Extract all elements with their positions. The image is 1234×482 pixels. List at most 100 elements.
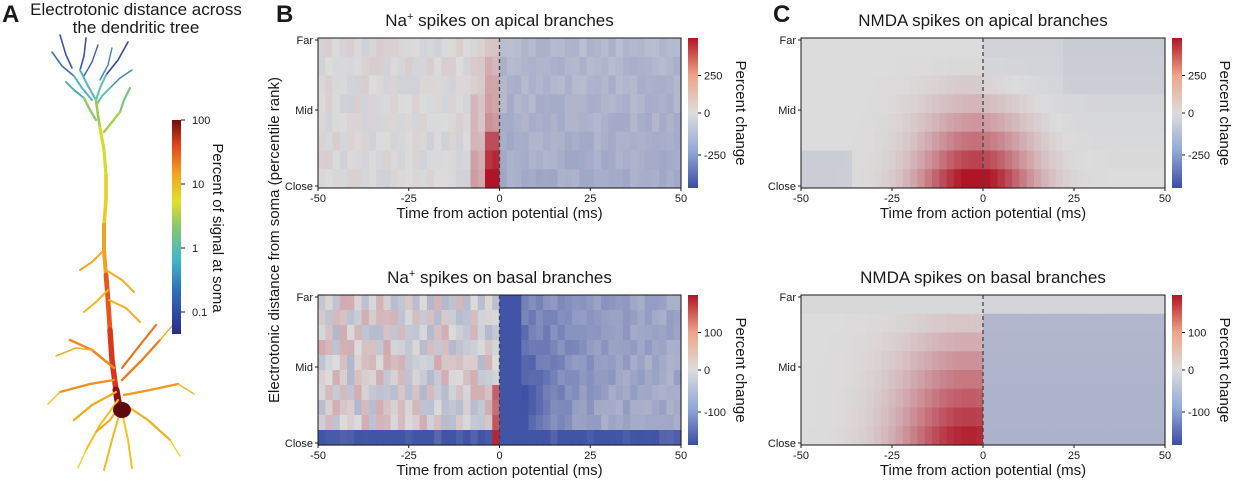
heatmap-cell <box>1026 150 1035 170</box>
heatmap-cell <box>1041 351 1050 371</box>
heatmap-cell <box>873 388 882 409</box>
heatmap-cell <box>390 415 399 431</box>
heatmap-cell <box>514 131 522 152</box>
x-tick-label: -25 <box>401 450 417 462</box>
heatmap-cell <box>390 131 399 152</box>
heatmap-cell <box>1157 131 1166 152</box>
heatmap-cell <box>946 332 955 352</box>
panel-a-colorbar <box>172 120 181 334</box>
heatmap-cell <box>1026 131 1035 152</box>
heatmap-cell <box>361 131 370 152</box>
heatmap-cell <box>463 385 472 401</box>
heatmap-cell <box>1099 388 1108 409</box>
heatmap-cell <box>1092 75 1101 95</box>
y-tick-label: Mid <box>295 362 313 374</box>
heatmap-cell <box>1070 38 1079 58</box>
heatmap-cell <box>354 295 363 311</box>
heatmap-cell <box>463 340 472 356</box>
heatmap-cell <box>543 385 551 401</box>
x-axis-label: Time from action potential (ms) <box>396 205 602 222</box>
heatmap-cell <box>572 355 580 371</box>
heatmap-cell <box>1048 75 1057 95</box>
heatmap-cell <box>506 94 515 114</box>
heatmap-cell <box>325 150 334 170</box>
heatmap-cell <box>881 426 889 446</box>
heatmap-cell <box>557 415 566 431</box>
x-tick-label: -25 <box>884 193 900 205</box>
heatmap-cell <box>397 430 406 446</box>
heatmap-cell <box>441 75 450 95</box>
x-tick-label: 25 <box>1068 193 1080 205</box>
panel-label-b: B <box>276 1 293 28</box>
heatmap-cell <box>448 340 457 356</box>
heatmap-cell <box>939 94 948 114</box>
colorbar-tick-label: -100 <box>704 407 726 419</box>
heatmap-cell <box>895 370 904 390</box>
heatmap-cell <box>383 370 392 386</box>
heatmap-cell <box>1114 150 1122 170</box>
heatmap-cell <box>881 295 889 315</box>
heatmap-cell <box>455 370 464 386</box>
heatmap-cell <box>397 370 406 386</box>
heatmap-cell <box>837 313 846 334</box>
heatmap-cell <box>830 426 838 446</box>
heatmap-cell <box>441 325 450 341</box>
heatmap-cell <box>339 310 348 326</box>
heatmap-cell <box>470 113 479 133</box>
heatmap-cell <box>535 400 544 416</box>
heatmap-cell <box>499 38 508 58</box>
heatmap-cell <box>601 310 609 326</box>
heatmap-cell <box>477 310 486 326</box>
heatmap-cell <box>615 113 624 133</box>
heatmap-cell <box>917 131 926 152</box>
heatmap-cell <box>859 388 868 409</box>
heatmap-cell <box>910 38 919 58</box>
heatmap-cell <box>1004 56 1013 77</box>
heatmap-cell <box>1077 407 1086 427</box>
heatmap-cell <box>1019 131 1028 152</box>
heatmap-cell <box>997 407 1006 427</box>
colorbar-tick-label: -100 <box>1188 407 1210 419</box>
heatmap-cell <box>455 38 464 58</box>
heatmap-cell <box>1070 351 1079 371</box>
heatmap-cell <box>673 415 682 431</box>
heatmap-cell <box>1106 351 1115 371</box>
heatmap-cell <box>1026 332 1035 352</box>
heatmap-cell <box>470 150 479 170</box>
heatmap-cell <box>1092 295 1101 315</box>
heatmap-cell <box>608 415 617 431</box>
heatmap-cell <box>1150 150 1159 170</box>
heatmap-cell <box>528 75 537 95</box>
heatmap-cell <box>917 113 926 133</box>
heatmap-cell <box>419 430 428 446</box>
heatmap-cell <box>383 150 392 170</box>
heatmap-cell <box>1150 426 1159 446</box>
heatmap-cell <box>347 370 355 386</box>
heatmap-cell <box>368 355 377 371</box>
heatmap-cell <box>376 430 384 446</box>
heatmap-cell <box>851 426 860 446</box>
heatmap-cell <box>615 430 624 446</box>
heatmap-cell <box>412 340 421 356</box>
heatmap-cell <box>968 169 977 189</box>
heatmap-cell <box>1157 351 1166 371</box>
heatmap-cell <box>419 355 428 371</box>
heatmap-cell <box>448 370 457 386</box>
heatmap-cell <box>455 430 464 446</box>
heatmap-cell <box>1092 56 1101 77</box>
x-tick-label: 25 <box>1068 450 1080 462</box>
heatmap-cell <box>390 385 399 401</box>
heatmap-cell <box>455 150 464 170</box>
heatmap-cell <box>666 310 675 326</box>
heatmap-cell <box>801 56 809 77</box>
heatmap-cell <box>506 113 515 133</box>
heatmap-cell <box>506 75 515 95</box>
heatmap-cell <box>1077 169 1086 189</box>
heatmap-cell <box>506 385 515 401</box>
heatmap-cell <box>917 388 926 409</box>
heatmap-cell <box>666 295 675 311</box>
heatmap-cell <box>572 430 580 446</box>
heatmap-cell <box>550 56 559 77</box>
colorbar-tick-label: 100 <box>1188 328 1206 340</box>
heatmap-cell <box>651 94 660 114</box>
